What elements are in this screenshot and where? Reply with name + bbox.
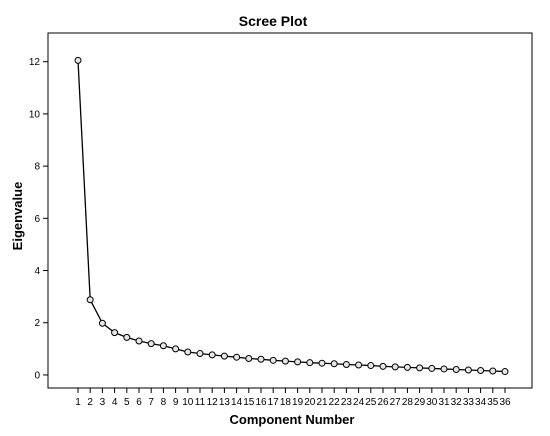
- x-tick-label: 26: [377, 397, 389, 408]
- data-point: [74, 56, 82, 64]
- x-tick-label: 15: [243, 397, 255, 408]
- x-tick-label: 35: [487, 397, 499, 408]
- data-point: [281, 357, 289, 365]
- data-point: [355, 361, 363, 369]
- eigenvalue-series: [74, 56, 509, 376]
- y-tick-label: 4: [34, 266, 40, 277]
- x-axis-label: Component Number: [230, 412, 355, 427]
- x-tick-label: 20: [304, 397, 316, 408]
- data-point: [184, 348, 192, 356]
- data-point: [123, 333, 131, 341]
- data-point: [477, 367, 485, 375]
- x-tick-label: 5: [124, 397, 130, 408]
- data-point: [159, 342, 167, 350]
- data-point: [428, 364, 436, 372]
- data-point: [464, 366, 472, 374]
- x-tick-label: 13: [219, 397, 231, 408]
- y-tick-label: 10: [29, 109, 41, 120]
- x-tick-label: 1: [75, 397, 81, 408]
- x-tick-label: 32: [451, 397, 463, 408]
- x-tick-label: 16: [255, 397, 267, 408]
- y-tick-label: 8: [34, 162, 40, 173]
- data-point: [98, 319, 106, 327]
- x-tick-label: 19: [292, 397, 304, 408]
- series-line: [77, 60, 506, 373]
- data-point: [172, 345, 180, 353]
- x-tick-label: 22: [329, 397, 341, 408]
- data-point: [416, 364, 424, 372]
- data-point: [403, 363, 411, 371]
- x-tick-label: 36: [499, 397, 511, 408]
- x-axis: 1 2 3 4 5 6 7 8 9 10 11 12 13 14 15 16 17 18 19 20 21 22 23 24 2…: [75, 388, 511, 408]
- y-tick-label: 6: [34, 214, 40, 225]
- data-point: [111, 329, 119, 337]
- x-tick-label: 7: [148, 397, 154, 408]
- x-tick-label: 31: [438, 397, 450, 408]
- x-tick-label: 30: [426, 397, 438, 408]
- data-point: [86, 296, 94, 304]
- chart-title: Scree Plot: [239, 13, 308, 29]
- data-point: [318, 359, 326, 367]
- data-point: [257, 355, 265, 363]
- data-point: [342, 361, 350, 369]
- data-point: [330, 360, 338, 368]
- data-point: [196, 350, 204, 358]
- data-point: [233, 353, 241, 361]
- x-tick-label: 21: [316, 397, 328, 408]
- data-point: [306, 359, 314, 367]
- data-point: [440, 365, 448, 373]
- x-tick-label: 33: [463, 397, 475, 408]
- data-point: [452, 365, 460, 373]
- data-point: [489, 367, 497, 375]
- x-tick-label: 18: [280, 397, 292, 408]
- x-tick-label: 6: [136, 397, 142, 408]
- data-point: [294, 358, 302, 366]
- x-tick-label: 10: [182, 397, 194, 408]
- x-tick-label: 4: [112, 397, 118, 408]
- y-tick-label: 0: [34, 370, 40, 381]
- x-tick-label: 3: [100, 397, 106, 408]
- y-tick-label: 12: [29, 57, 41, 68]
- x-tick-label: 29: [414, 397, 426, 408]
- x-tick-label: 24: [353, 397, 365, 408]
- plot-frame: [47, 32, 533, 389]
- y-axis-label: Eigenvalue: [10, 182, 25, 251]
- x-tick-label: 28: [402, 397, 414, 408]
- data-point: [379, 362, 387, 370]
- x-tick-label: 2: [87, 397, 93, 408]
- x-tick-label: 27: [390, 397, 402, 408]
- data-point: [245, 355, 253, 363]
- data-point: [391, 363, 399, 371]
- x-tick-label: 9: [173, 397, 179, 408]
- data-point: [147, 340, 155, 348]
- data-point: [367, 362, 375, 370]
- y-tick-label: 2: [34, 318, 40, 329]
- x-tick-label: 34: [475, 397, 487, 408]
- data-point: [501, 368, 509, 376]
- data-point: [269, 356, 277, 364]
- data-point: [208, 351, 216, 359]
- data-point: [220, 352, 228, 360]
- x-tick-label: 8: [161, 397, 167, 408]
- x-tick-label: 25: [365, 397, 377, 408]
- x-tick-label: 23: [341, 397, 353, 408]
- data-point: [135, 337, 143, 345]
- x-tick-label: 12: [207, 397, 219, 408]
- x-tick-label: 11: [195, 397, 206, 408]
- x-tick-label: 14: [231, 397, 243, 408]
- y-axis: 0 2 4 6 8 10 12: [29, 57, 48, 381]
- x-tick-label: 17: [268, 397, 280, 408]
